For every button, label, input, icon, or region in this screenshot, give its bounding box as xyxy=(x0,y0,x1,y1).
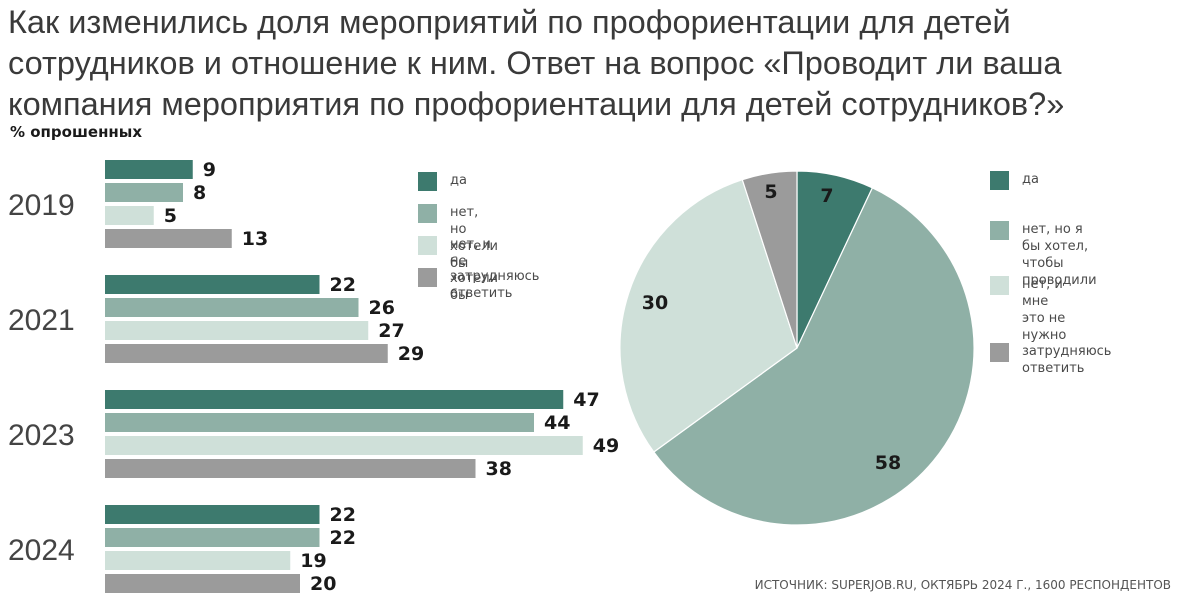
legend-label: нет, и не хотели бы xyxy=(450,237,498,303)
year-label-2023: 2023 xyxy=(8,419,75,452)
bar-2023-series-0 xyxy=(105,390,564,409)
legend-label: нет, но хотели бы xyxy=(450,205,498,271)
bar-value-label: 47 xyxy=(573,389,599,411)
pie-value-label: 5 xyxy=(764,181,777,203)
bar-2021-series-1 xyxy=(105,298,359,317)
year-label-2021: 2021 xyxy=(8,304,75,337)
legend-swatch xyxy=(418,204,437,223)
bar-2024-series-3 xyxy=(105,574,300,593)
legend-swatch xyxy=(990,221,1009,240)
legend-swatch xyxy=(418,172,437,191)
legend-swatch xyxy=(990,343,1009,362)
year-label-2024: 2024 xyxy=(8,534,75,567)
bar-2019-series-2 xyxy=(105,206,154,225)
bar-2021-series-0 xyxy=(105,275,320,294)
legend-label: затрудняюсь ответить xyxy=(1022,344,1112,376)
bar-value-label: 26 xyxy=(369,297,395,319)
bar-value-label: 27 xyxy=(378,320,404,342)
legend-label: нет, и мне это не нужно xyxy=(1022,277,1067,343)
chart-title: Как изменились доля мероприятий по профо… xyxy=(8,4,1065,122)
pie-value-label: 7 xyxy=(820,185,833,207)
pie-chart: 7 58 30 5 xyxy=(619,170,975,526)
legend-swatch xyxy=(990,276,1009,295)
bar-value-label: 19 xyxy=(300,550,326,572)
bar-2024-series-0 xyxy=(105,505,320,524)
bar-2024-series-1 xyxy=(105,528,320,547)
legend-label: затрудняюсь ответить xyxy=(450,269,540,301)
bar-value-label: 49 xyxy=(593,435,619,457)
bar-value-label: 38 xyxy=(486,458,512,480)
bar-value-label: 5 xyxy=(164,205,177,227)
bar-value-label: 20 xyxy=(310,573,336,595)
bar-2019-series-1 xyxy=(105,183,183,202)
source-note: ИСТОЧНИК: SUPERJOB.RU, ОКТЯБРЬ 2024 Г., … xyxy=(754,578,1171,592)
legend-label: да xyxy=(450,173,467,188)
bar-value-label: 22 xyxy=(330,504,356,526)
bar-2023-series-1 xyxy=(105,413,534,432)
pie-value-label: 58 xyxy=(875,452,901,474)
bar-2021-series-2 xyxy=(105,321,369,340)
bar-value-label: 22 xyxy=(330,527,356,549)
year-label-2019: 2019 xyxy=(8,189,75,222)
bar-2019-series-3 xyxy=(105,229,232,248)
bar-2023-series-3 xyxy=(105,459,476,478)
bar-2023-series-2 xyxy=(105,436,583,455)
pie-value-label: 30 xyxy=(642,292,668,314)
legend-swatch xyxy=(418,236,437,255)
bar-value-label: 22 xyxy=(330,274,356,296)
bar-value-label: 44 xyxy=(544,412,570,434)
bar-chart: 2019985132021222627292023474449382024222… xyxy=(8,159,619,595)
pie-slice-3 xyxy=(741,170,798,349)
bar-value-label: 9 xyxy=(203,159,216,181)
legend-label: нет, но я бы хотел, чтобы проводили xyxy=(1022,222,1097,288)
bar-value-label: 29 xyxy=(398,343,424,365)
bar-2024-series-2 xyxy=(105,551,291,570)
bar-value-label: 13 xyxy=(242,228,268,250)
pie-slice-2 xyxy=(619,178,798,453)
legend-label: да xyxy=(1022,172,1039,187)
bar-2019-series-0 xyxy=(105,160,193,179)
bar-2021-series-3 xyxy=(105,344,388,363)
bar-value-label: 8 xyxy=(193,182,206,204)
legend-swatch xyxy=(990,171,1009,190)
pie-slice-1 xyxy=(652,187,975,526)
legend-swatch xyxy=(418,268,437,287)
chart-subtitle: % опрошенных xyxy=(10,123,143,141)
